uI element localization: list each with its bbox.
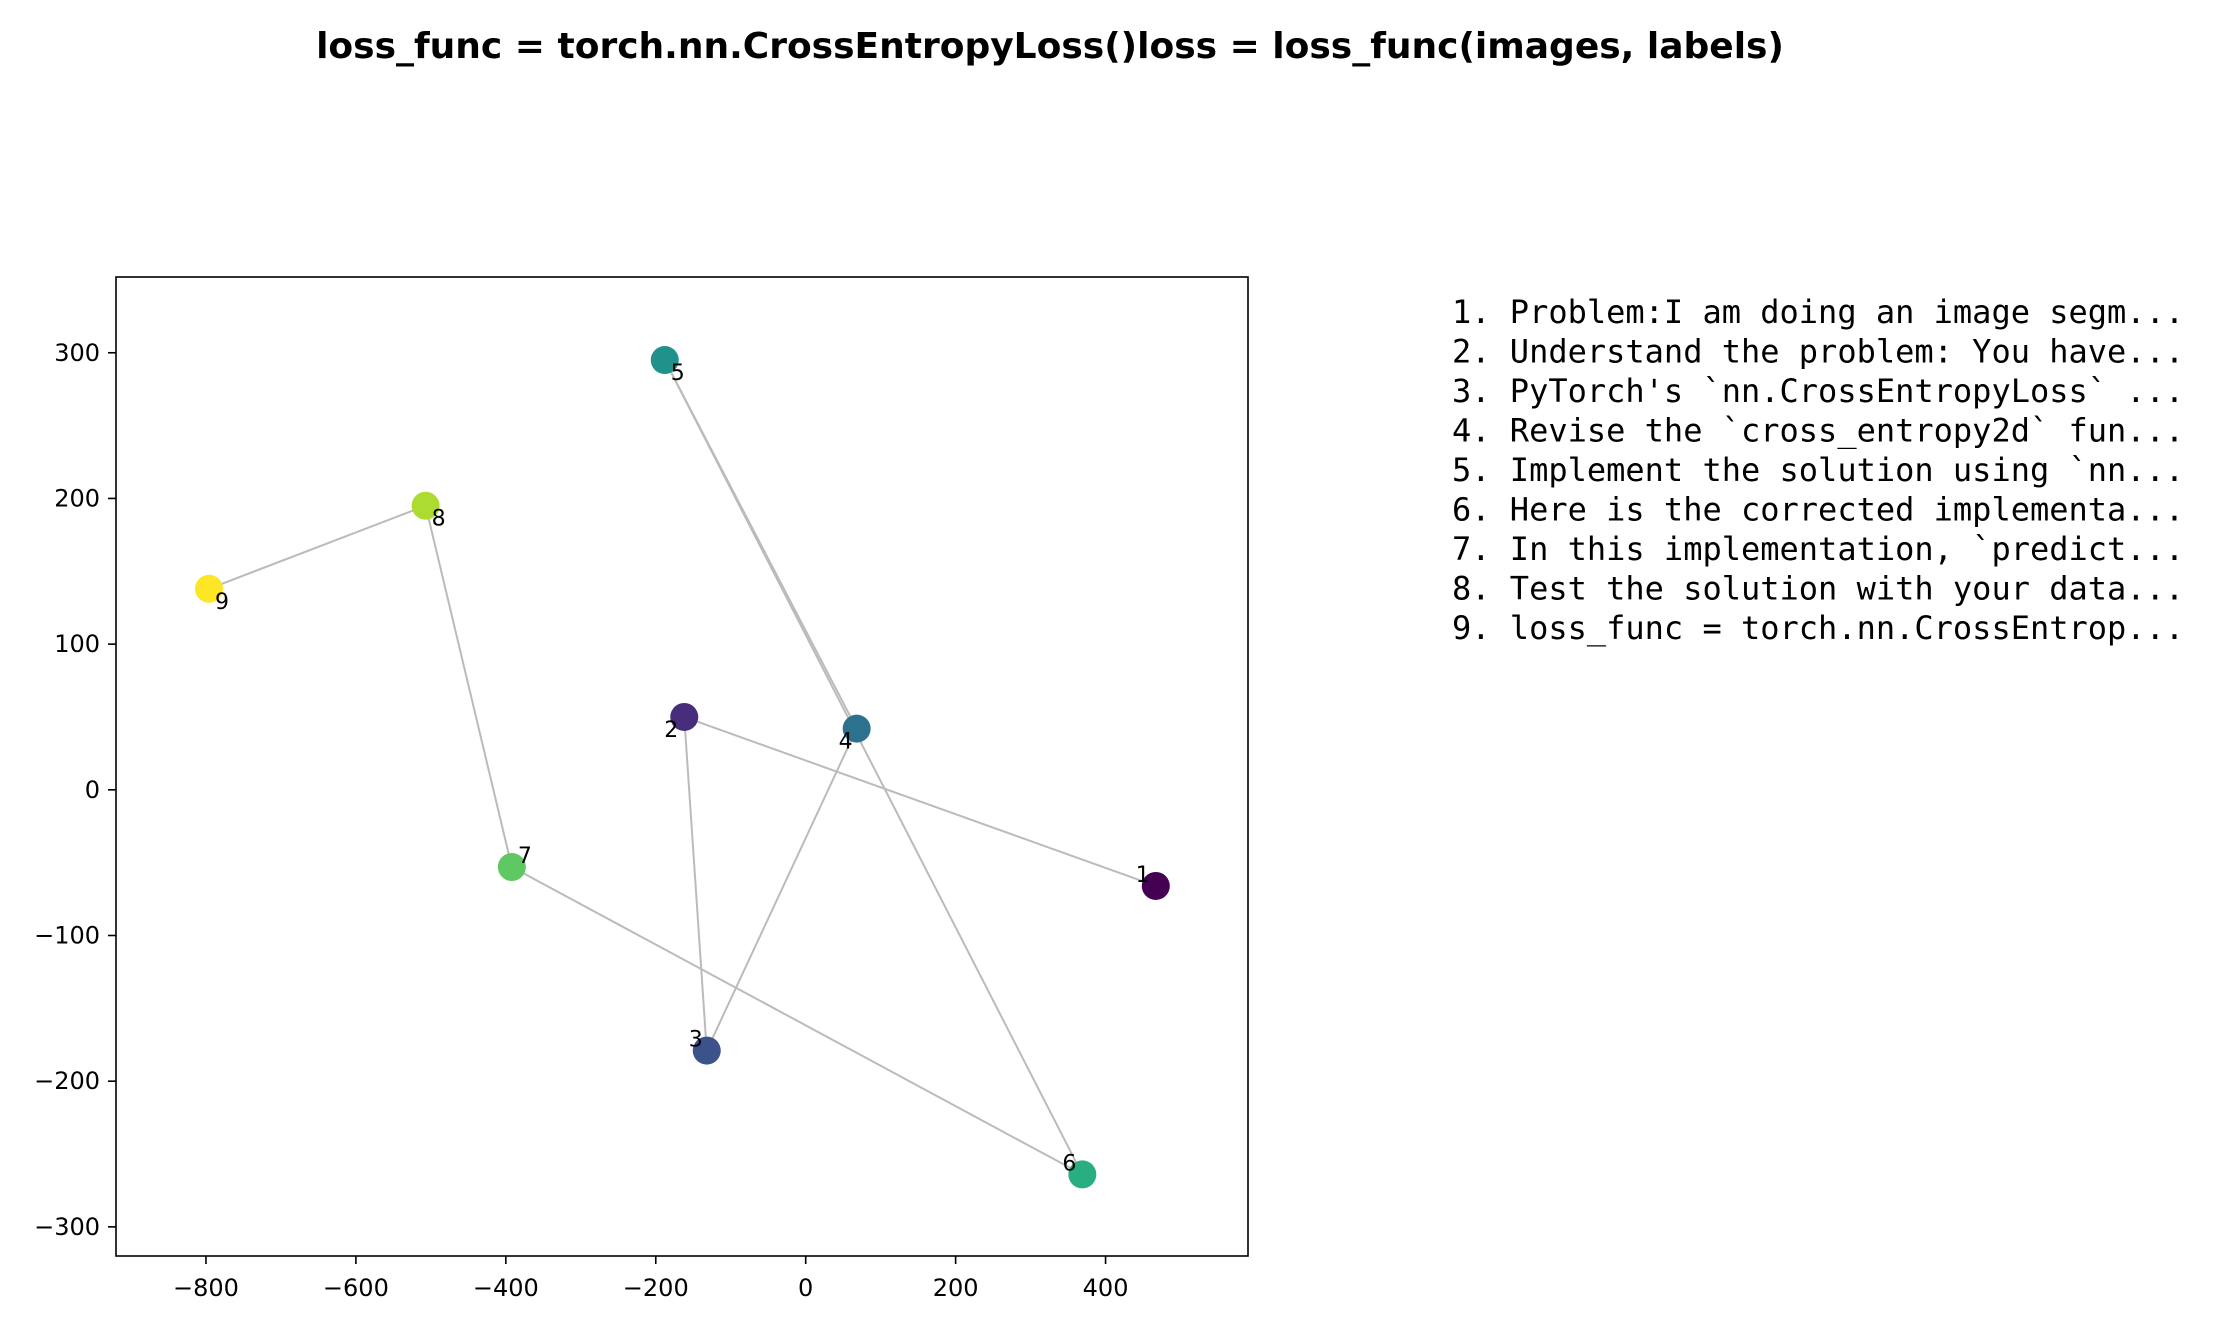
connector-line — [683, 716, 1157, 887]
data-point-2 — [670, 702, 699, 731]
point-label-7: 7 — [518, 844, 532, 869]
legend-entry-6: 6. Here is the corrected implementa... — [1452, 491, 2184, 529]
plot-area: −800 −600 −400 −200 0 200 400 300 200 100 0 −100 −20… — [34, 276, 1249, 1302]
y-tick-label: 100 — [54, 630, 100, 658]
x-tick-label: −600 — [323, 1274, 389, 1302]
point-label-2: 2 — [664, 718, 678, 743]
data-point-1 — [1141, 871, 1170, 900]
legend-entry-1: 1. Problem:I am doing an image segm... — [1452, 293, 2184, 331]
chart-title: loss_func = torch.nn.CrossEntropyLoss()l… — [316, 26, 1784, 67]
point-label-6: 6 — [1062, 1151, 1076, 1176]
data-point-8 — [411, 491, 440, 520]
data-point-6 — [1068, 1160, 1097, 1189]
connector-line — [208, 504, 426, 590]
x-tick-label: 0 — [798, 1274, 813, 1302]
legend-entry-9: 9. loss_func = torch.nn.CrossEntrop... — [1452, 609, 2184, 647]
legend-entry-3: 3. PyTorch's `nn.CrossEntropyLoss` ... — [1452, 372, 2184, 410]
legend-entry-2: 2. Understand the problem: You have... — [1452, 333, 2184, 371]
point-label-8: 8 — [432, 507, 446, 532]
point-label-3: 3 — [689, 1028, 703, 1053]
legend-entry-7: 7. In this implementation, `predict... — [1452, 530, 2184, 568]
data-point-7 — [497, 853, 526, 882]
x-tick-label: 200 — [933, 1274, 979, 1302]
x-tick-label: 400 — [1083, 1274, 1129, 1302]
point-label-4: 4 — [839, 730, 853, 755]
legend-entry-4: 4. Revise the `cross_entropy2d` fun... — [1452, 412, 2184, 450]
point-label-5: 5 — [671, 361, 685, 386]
connector-line — [511, 866, 1083, 1176]
connector-line — [705, 728, 858, 1052]
connector-line — [683, 716, 708, 1051]
data-point-4 — [842, 714, 871, 743]
data-point-5 — [650, 346, 679, 375]
y-tick-label: −100 — [34, 921, 100, 949]
connector-line — [424, 505, 513, 868]
y-tick-label: 300 — [54, 339, 100, 367]
x-tick-label: −400 — [473, 1274, 539, 1302]
data-point-3 — [692, 1036, 721, 1065]
y-tick-label: −300 — [34, 1213, 100, 1241]
x-tick-label: −200 — [623, 1274, 689, 1302]
y-tick-label: −200 — [34, 1067, 100, 1095]
legend-entry-8: 8. Test the solution with your data... — [1452, 570, 2184, 608]
legend: 1. Problem:I am doing an image segm...2.… — [1452, 293, 2184, 647]
point-label-9: 9 — [215, 590, 229, 615]
y-tick-label: 200 — [54, 484, 100, 512]
axes-frame — [115, 276, 1249, 1257]
data-point-9 — [194, 574, 223, 603]
y-tick-label: 0 — [85, 776, 100, 804]
connector-line — [663, 359, 1084, 1175]
x-tick-label: −800 — [173, 1274, 239, 1302]
legend-entry-5: 5. Implement the solution using `nn... — [1452, 451, 2184, 489]
point-label-1: 1 — [1136, 863, 1150, 888]
